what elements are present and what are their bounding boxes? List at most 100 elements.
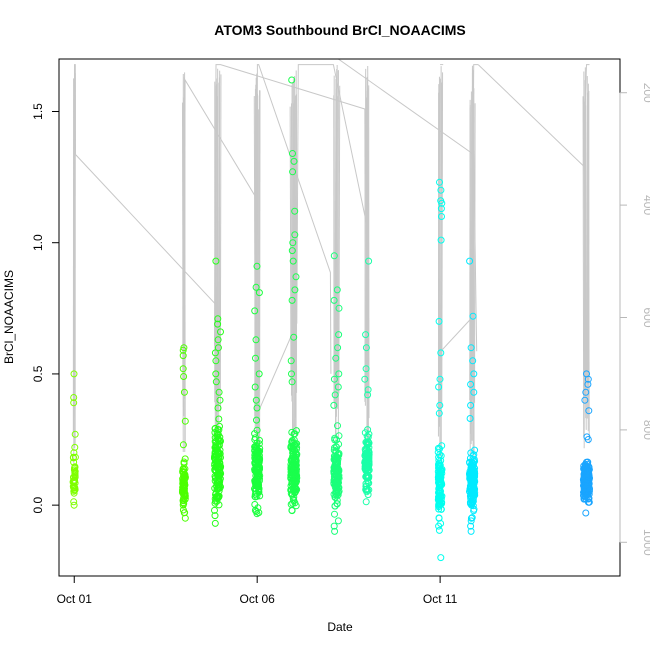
data-point: [251, 307, 259, 315]
data-point: [467, 482, 475, 490]
data-point: [215, 388, 223, 396]
plot-inner: [69, 59, 593, 562]
data-point: [70, 449, 78, 457]
data-point: [211, 512, 219, 520]
data-point: [251, 383, 259, 391]
data-point: [251, 450, 259, 458]
data-point: [438, 442, 446, 450]
altitude-profile-line: [181, 102, 184, 453]
data-point: [467, 380, 475, 388]
data-point: [334, 517, 342, 525]
data-point: [332, 354, 340, 362]
y2-tick-label: 600: [641, 307, 650, 327]
data-point: [70, 399, 78, 407]
data-point: [331, 510, 338, 518]
data-point: [288, 439, 296, 447]
altitude-profile-line: [587, 83, 590, 444]
data-point: [467, 468, 475, 476]
data-point: [289, 168, 297, 176]
y2-tick-label: 800: [641, 420, 650, 440]
data-point: [179, 346, 187, 354]
data-point: [436, 375, 444, 383]
data-point: [330, 490, 338, 498]
data-point: [470, 388, 478, 396]
data-point: [581, 396, 589, 404]
data-point: [215, 501, 223, 509]
y-axis-title: BrCl_NOAACIMS: [2, 270, 16, 364]
data-point: [466, 485, 474, 493]
data-point: [470, 370, 478, 378]
chart-title: ATOM3 Southbound BrCl_NOAACIMS: [214, 22, 465, 38]
data-point: [287, 464, 295, 471]
data-point: [179, 483, 187, 491]
data-point: [288, 506, 296, 514]
data-point: [216, 450, 224, 458]
data-point: [292, 273, 300, 281]
y-axis: 0.0 0.5 1.0 1.5: [31, 103, 60, 513]
data-point: [437, 554, 445, 562]
data-point: [251, 459, 259, 467]
data-point: [251, 430, 259, 438]
data-point: [214, 320, 222, 328]
data-point: [467, 517, 475, 525]
data-point: [179, 499, 187, 507]
data-point: [435, 317, 443, 325]
altitude-trace: [73, 64, 219, 363]
data-point: [334, 422, 341, 430]
data-point: [469, 475, 477, 483]
data-point: [435, 487, 443, 495]
x-tick-label: Oct 06: [239, 592, 275, 606]
data-point: [181, 455, 189, 463]
data-point: [470, 505, 478, 513]
data-point: [181, 475, 189, 483]
data-point: [331, 444, 338, 452]
data-point: [180, 460, 188, 467]
data-point: [181, 514, 189, 522]
data-point: [211, 429, 219, 436]
x-tick-label: Oct 01: [57, 592, 93, 606]
data-point: [253, 262, 261, 270]
data-point: [288, 247, 296, 255]
data-point: [289, 150, 296, 157]
altitude-trace: [214, 64, 368, 369]
data-point: [288, 486, 295, 494]
data-point: [435, 497, 443, 505]
data-point: [252, 354, 259, 362]
data-point: [580, 471, 588, 479]
altitude-trace: [183, 64, 332, 374]
data-point: [251, 506, 259, 514]
data-point: [289, 239, 297, 247]
data-point: [216, 396, 224, 404]
data-point: [215, 415, 223, 423]
data-point: [211, 506, 218, 514]
data-point: [469, 312, 477, 320]
data-point: [288, 491, 296, 499]
data-point: [331, 527, 339, 535]
data-point: [362, 331, 370, 339]
data-point: [365, 448, 373, 456]
data-point: [331, 391, 339, 399]
data-point: [214, 494, 222, 502]
data-point: [467, 527, 475, 535]
data-point: [292, 502, 300, 510]
data-point: [291, 207, 299, 215]
data-point: [330, 480, 338, 488]
data-point: [211, 519, 219, 527]
data-point: [437, 349, 445, 357]
data-point: [585, 407, 593, 415]
data-point: [584, 380, 592, 388]
altitude-profile-line: [441, 72, 444, 408]
data-point: [584, 436, 592, 443]
data-point: [293, 440, 301, 448]
data-point: [334, 344, 342, 352]
data-point: [253, 416, 260, 424]
data-point: [289, 471, 297, 479]
data-point: [252, 336, 260, 344]
data-point: [215, 469, 223, 477]
data-point: [470, 451, 478, 459]
data-point: [435, 526, 443, 534]
data-point: [330, 468, 338, 476]
y2-tick-label: 400: [641, 195, 650, 215]
data-point: [362, 365, 370, 373]
data-point: [213, 497, 221, 505]
